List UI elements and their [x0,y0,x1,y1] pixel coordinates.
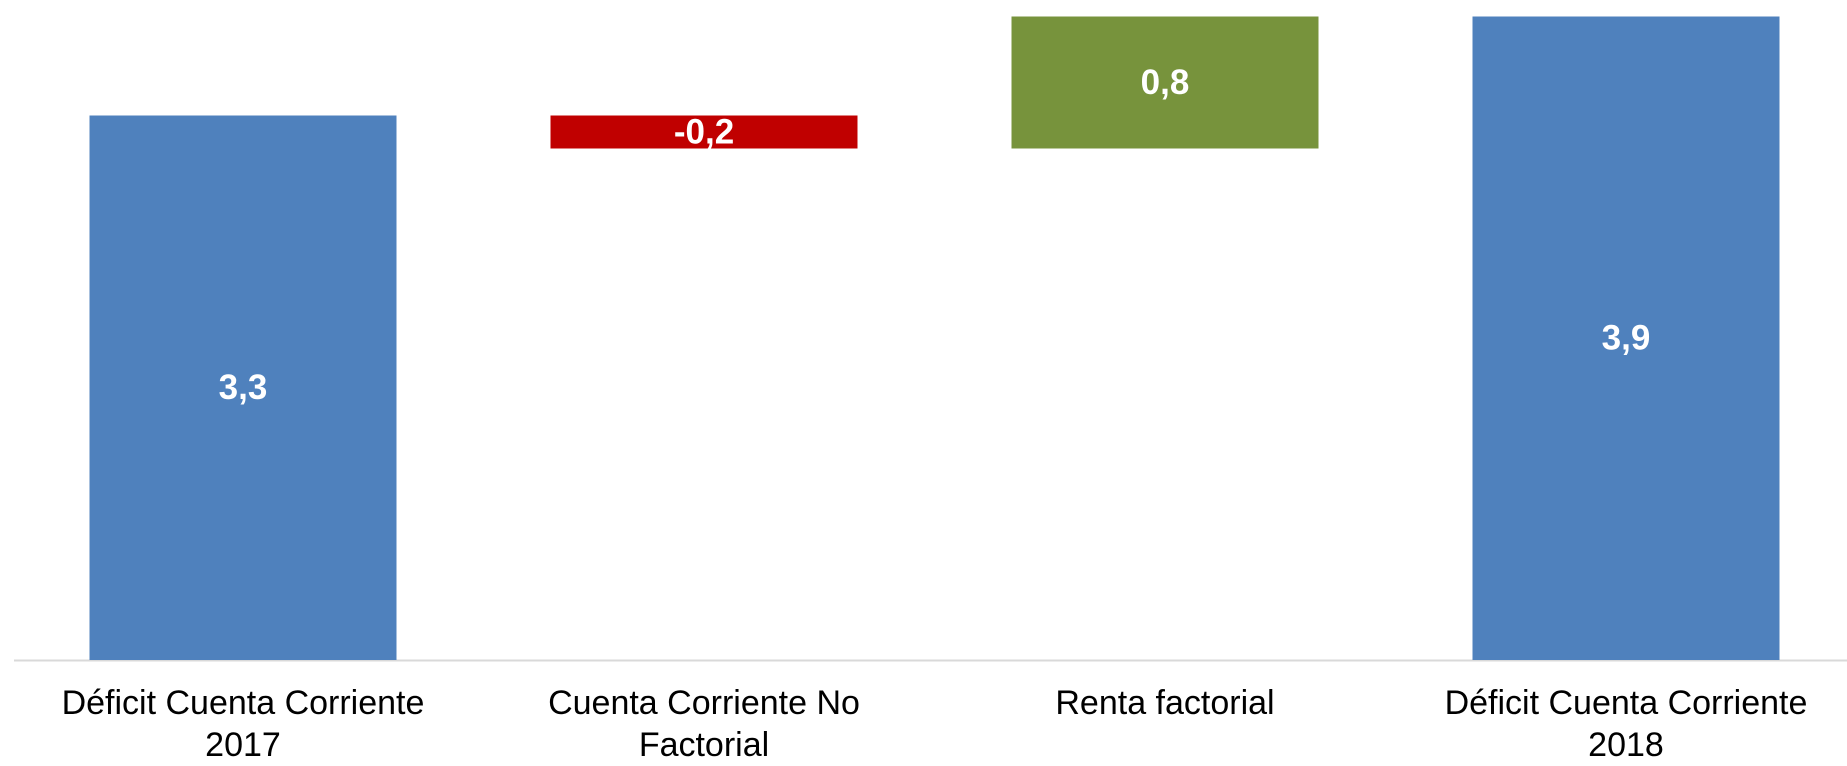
data-label: 0,8 [1141,63,1190,102]
bar [550,115,858,149]
bar [1011,16,1319,149]
bar [89,115,397,660]
x-tick-label: Déficit Cuenta Corriente 2017 [61,684,425,764]
data-label: 3,3 [219,368,268,407]
x-tick-label: Renta factorial [1055,684,1275,722]
data-label: -0,2 [674,112,734,151]
x-tick-label: Déficit Cuenta Corriente 2018 [1444,684,1808,764]
bar [1472,16,1780,660]
data-label: 3,9 [1602,319,1651,358]
x-tick-label: Cuenta Corriente No Factorial [548,684,860,764]
